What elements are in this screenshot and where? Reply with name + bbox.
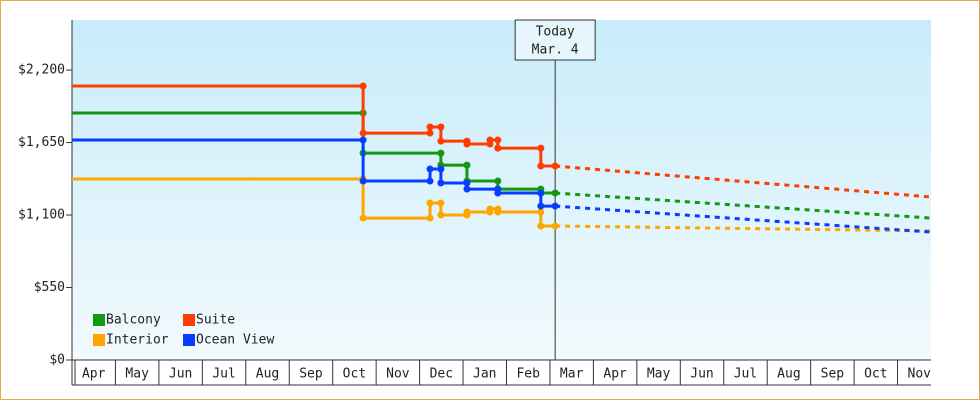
x-tick-label: Sep xyxy=(299,367,323,382)
forecast-line xyxy=(555,224,932,233)
point xyxy=(537,208,545,216)
point xyxy=(537,162,545,170)
series-line xyxy=(72,138,556,208)
point xyxy=(437,165,445,173)
today-box xyxy=(514,19,596,61)
x-tick-label: Jul xyxy=(212,367,235,382)
point xyxy=(463,161,471,169)
x-tick-label: Jun xyxy=(169,367,192,382)
point xyxy=(551,162,559,170)
point xyxy=(494,208,502,216)
x-tick-label: Apr xyxy=(82,367,106,382)
point xyxy=(537,144,545,152)
x-tick-label: Jun xyxy=(690,367,713,382)
x-tick-label: May xyxy=(125,367,149,382)
point xyxy=(463,140,471,148)
point xyxy=(426,199,434,207)
point xyxy=(426,123,434,131)
point xyxy=(463,185,471,193)
x-tick-label: Oct xyxy=(343,367,366,382)
x-tick-label: Feb xyxy=(516,367,540,382)
point xyxy=(463,208,471,216)
point xyxy=(359,129,367,137)
legend-swatch xyxy=(183,334,195,346)
forecast-line xyxy=(555,164,932,199)
x-tick-label: Jul xyxy=(734,367,757,382)
point xyxy=(494,189,502,197)
point xyxy=(437,137,445,145)
point xyxy=(537,189,545,197)
point xyxy=(537,202,545,210)
point xyxy=(359,82,367,90)
x-tick-label: Dec xyxy=(430,367,453,382)
point xyxy=(551,189,559,197)
point xyxy=(551,202,559,210)
x-tick-label: Sep xyxy=(821,367,845,382)
point xyxy=(426,129,434,137)
point xyxy=(494,177,502,185)
point xyxy=(437,123,445,131)
point xyxy=(426,214,434,222)
point xyxy=(537,222,545,230)
y-tick-label: $1,100 xyxy=(18,208,65,223)
point xyxy=(463,179,471,187)
x-tick-label: Aug xyxy=(256,367,279,382)
x-tick-label: Nov xyxy=(908,367,932,382)
forecast-line xyxy=(555,204,932,234)
legend-label: Suite xyxy=(196,313,235,328)
point xyxy=(437,179,445,187)
today-date: Mar. 4 xyxy=(532,43,579,58)
x-tick-label: Nov xyxy=(386,367,410,382)
point xyxy=(551,222,559,230)
legend-swatch xyxy=(93,314,105,326)
point xyxy=(426,177,434,185)
legend-label: Interior xyxy=(106,333,169,348)
point xyxy=(437,199,445,207)
point xyxy=(494,144,502,152)
legend-label: Ocean View xyxy=(196,333,274,348)
y-tick-label: $0 xyxy=(49,353,65,368)
y-tick-label: $1,650 xyxy=(18,135,65,150)
point xyxy=(426,165,434,173)
legend-swatch xyxy=(183,314,195,326)
point xyxy=(494,136,502,144)
point xyxy=(359,177,367,185)
point xyxy=(486,205,494,213)
today-label: Today xyxy=(536,25,575,40)
point xyxy=(486,136,494,144)
legend-label: Balcony xyxy=(106,313,161,328)
forecast-line xyxy=(555,191,932,220)
y-tick-label: $550 xyxy=(34,280,65,295)
x-tick-label: Mar xyxy=(560,367,584,382)
x-tick-label: Aug xyxy=(777,367,800,382)
x-tick-label: Apr xyxy=(603,367,627,382)
x-tick-label: Jan xyxy=(473,367,496,382)
point xyxy=(359,214,367,222)
x-tick-label: Oct xyxy=(864,367,887,382)
point xyxy=(437,211,445,219)
y-tick-label: $2,200 xyxy=(18,63,65,78)
x-tick-label: May xyxy=(647,367,671,382)
point xyxy=(359,136,367,144)
point xyxy=(437,149,445,157)
legend-swatch xyxy=(93,334,105,346)
